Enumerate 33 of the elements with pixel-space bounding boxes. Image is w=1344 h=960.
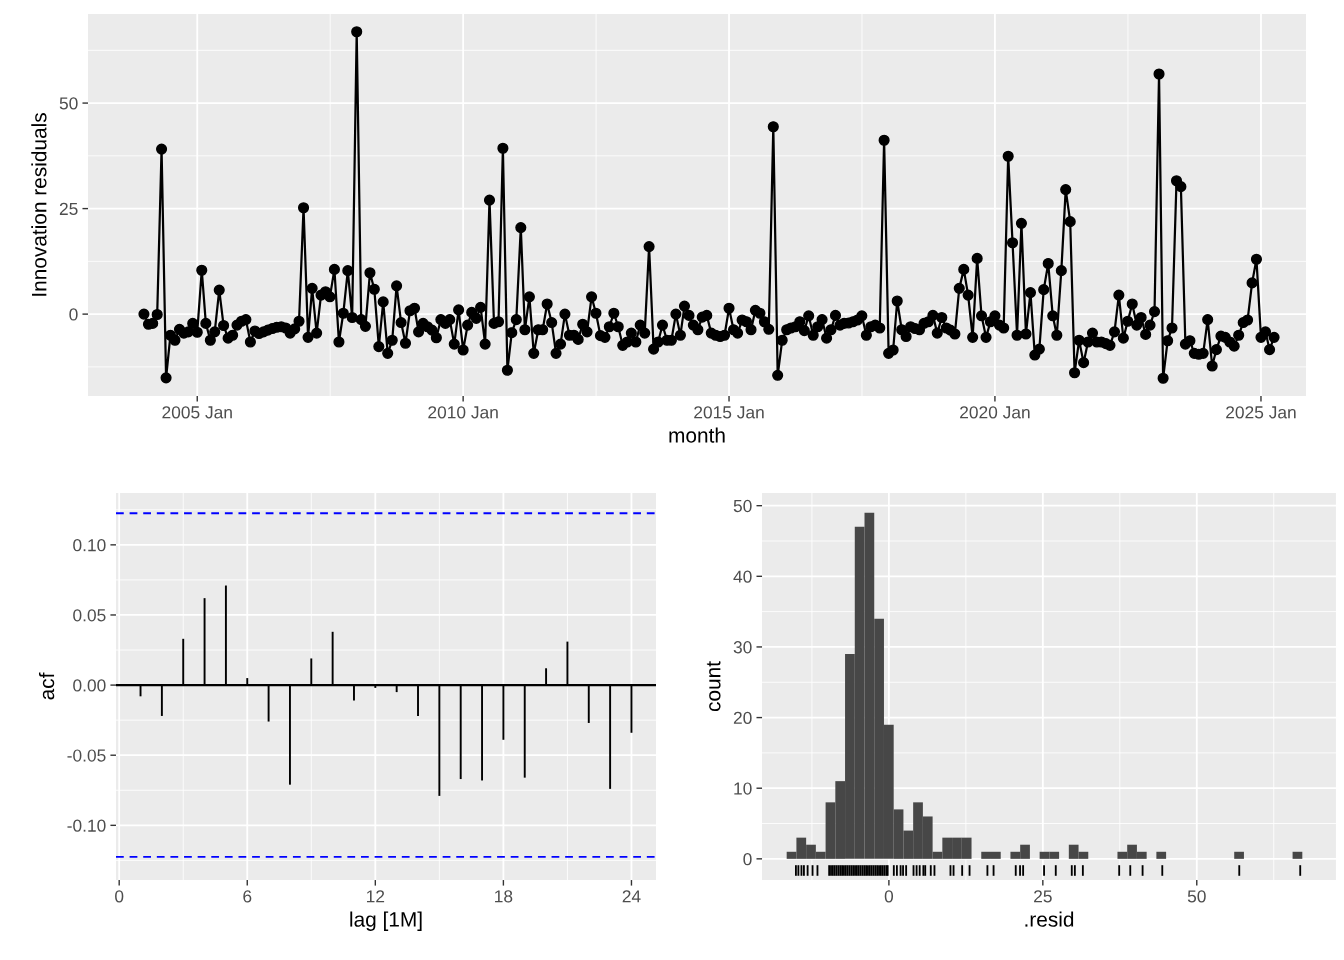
x-tick-label: 24: [622, 890, 641, 903]
y-tick-label: 10: [734, 782, 752, 795]
y-axis-title: acf: [38, 672, 55, 700]
x-tick-label: 50: [1187, 890, 1206, 903]
y-tick-label: -0.05: [67, 749, 106, 762]
y-tick-label: -0.10: [67, 819, 106, 832]
x-tick-label: 6: [243, 890, 252, 903]
x-axis-title: lag [1M]: [350, 911, 422, 931]
y-axis-title: Innovation residuals: [31, 113, 47, 296]
y-tick-label: 50: [59, 97, 78, 110]
x-tick-label: 2025 Jan: [1226, 406, 1296, 419]
y-axis-title: count: [706, 661, 721, 712]
x-tick-label: 2005 Jan: [162, 406, 232, 419]
x-tick-label: 18: [495, 890, 513, 903]
y-tick-label: 0.05: [73, 609, 106, 622]
x-tick-label: 0: [115, 890, 124, 903]
x-tick-label: 12: [366, 890, 385, 903]
y-tick-label: 0: [69, 308, 78, 321]
y-tick-label: 0.10: [73, 539, 106, 552]
y-tick-label: 25: [59, 202, 78, 216]
x-tick-label: 2015 Jan: [694, 406, 764, 419]
y-tick-label: 20: [733, 711, 752, 725]
x-tick-label: 25: [1034, 890, 1052, 903]
y-tick-label: 50: [733, 499, 752, 513]
x-tick-label: 2020 Jan: [960, 406, 1030, 419]
x-axis-title: .resid: [1025, 911, 1074, 927]
x-tick-label: 0: [884, 890, 894, 903]
y-tick-label: 40: [733, 570, 752, 583]
x-tick-label: 2010 Jan: [428, 406, 498, 419]
y-tick-label: 0.00: [73, 679, 106, 692]
y-tick-label: 30: [733, 641, 752, 654]
x-axis-title: month: [669, 427, 725, 443]
y-tick-label: 0: [743, 853, 752, 866]
